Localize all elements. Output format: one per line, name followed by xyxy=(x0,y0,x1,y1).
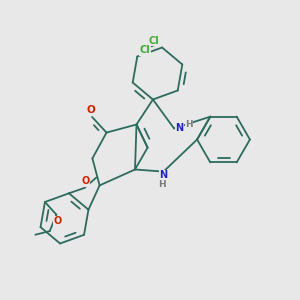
Text: O: O xyxy=(53,216,62,226)
Text: H: H xyxy=(185,120,193,129)
Text: O: O xyxy=(86,105,95,116)
Text: Cl: Cl xyxy=(148,36,159,46)
Text: O: O xyxy=(81,176,89,186)
Text: Cl: Cl xyxy=(140,45,150,55)
Text: N: N xyxy=(159,170,168,180)
Text: H: H xyxy=(158,180,166,189)
Text: N: N xyxy=(175,123,184,134)
